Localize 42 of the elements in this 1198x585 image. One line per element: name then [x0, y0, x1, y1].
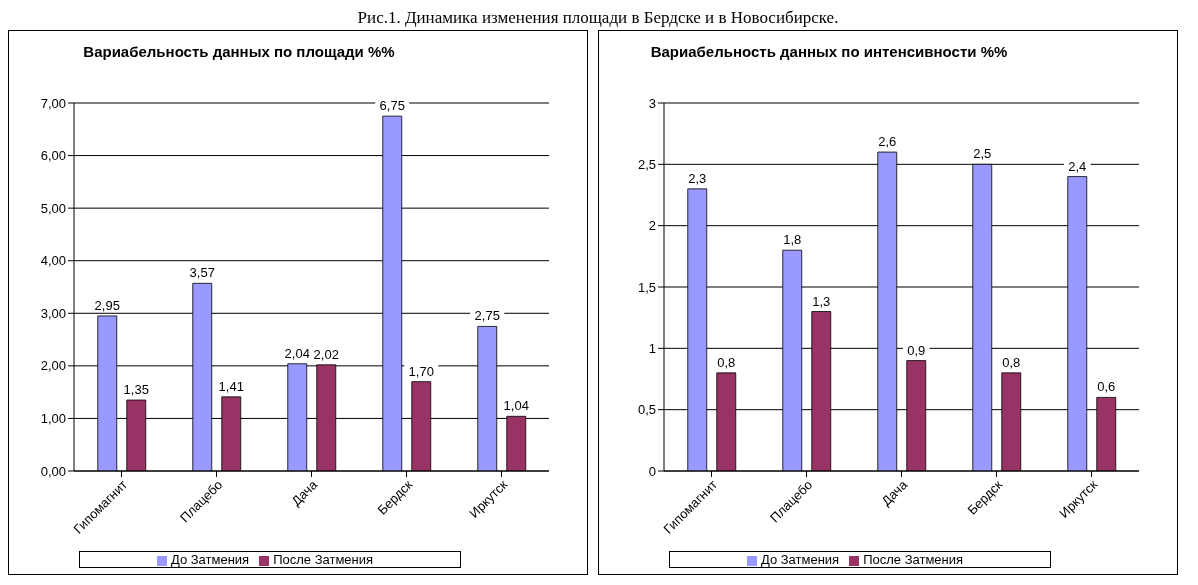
y-tick-label: 1,5 — [637, 279, 656, 295]
data-label: 2,95 — [94, 297, 120, 313]
data-label: 2,5 — [973, 146, 992, 162]
data-label: 0,6 — [1097, 379, 1116, 395]
y-tick-label: 7,00 — [40, 95, 66, 111]
y-tick-label: 2,00 — [40, 358, 66, 374]
data-label: 0,8 — [717, 354, 736, 370]
data-label: 1,41 — [218, 378, 244, 394]
data-label: 2,3 — [688, 170, 707, 186]
y-tick-label: 2,5 — [637, 156, 656, 172]
legend-label: После Затмения — [273, 552, 374, 567]
y-tick-label: 1 — [648, 340, 656, 356]
chart-title: Вариабельность данных по интенсивности %% — [649, 42, 1009, 62]
y-tick-label: 3,00 — [40, 305, 66, 321]
y-tick-label: 0 — [648, 463, 656, 479]
data-label: 2,4 — [1068, 158, 1087, 174]
data-label: 2,75 — [474, 308, 500, 324]
legend-label: До Затмения — [170, 552, 250, 567]
data-label: 1,70 — [408, 363, 434, 379]
data-label: 1,35 — [123, 382, 149, 398]
data-label: 2,04 — [284, 345, 310, 361]
data-label: 1,04 — [503, 398, 529, 414]
y-tick-label: 2 — [648, 218, 656, 234]
y-tick-label: 6,00 — [40, 148, 66, 164]
chart-title: Вариабельность данных по площади %% — [82, 42, 396, 62]
data-label: 1,8 — [783, 232, 802, 248]
y-tick-label: 0,00 — [40, 463, 66, 479]
y-tick-label: 4,00 — [40, 253, 66, 269]
text: Рис.1. Динамика изменения площади в Бердске и в Новосибирске. — [356, 8, 840, 29]
y-tick-label: 3 — [648, 95, 656, 111]
data-label: 2,02 — [313, 346, 339, 362]
data-label: 3,57 — [189, 265, 215, 281]
data-label: 2,6 — [878, 134, 897, 150]
y-tick-label: 1,00 — [40, 411, 66, 427]
data-label: 1,3 — [812, 293, 831, 309]
legend-label: До Затмения — [760, 552, 840, 567]
y-tick-label: 0,5 — [637, 402, 656, 418]
y-tick-label: 5,00 — [40, 200, 66, 216]
legend-label: После Затмения — [863, 552, 964, 567]
data-label: 0,9 — [907, 342, 926, 358]
data-label: 0,8 — [1002, 354, 1021, 370]
data-label: 6,75 — [379, 98, 405, 114]
